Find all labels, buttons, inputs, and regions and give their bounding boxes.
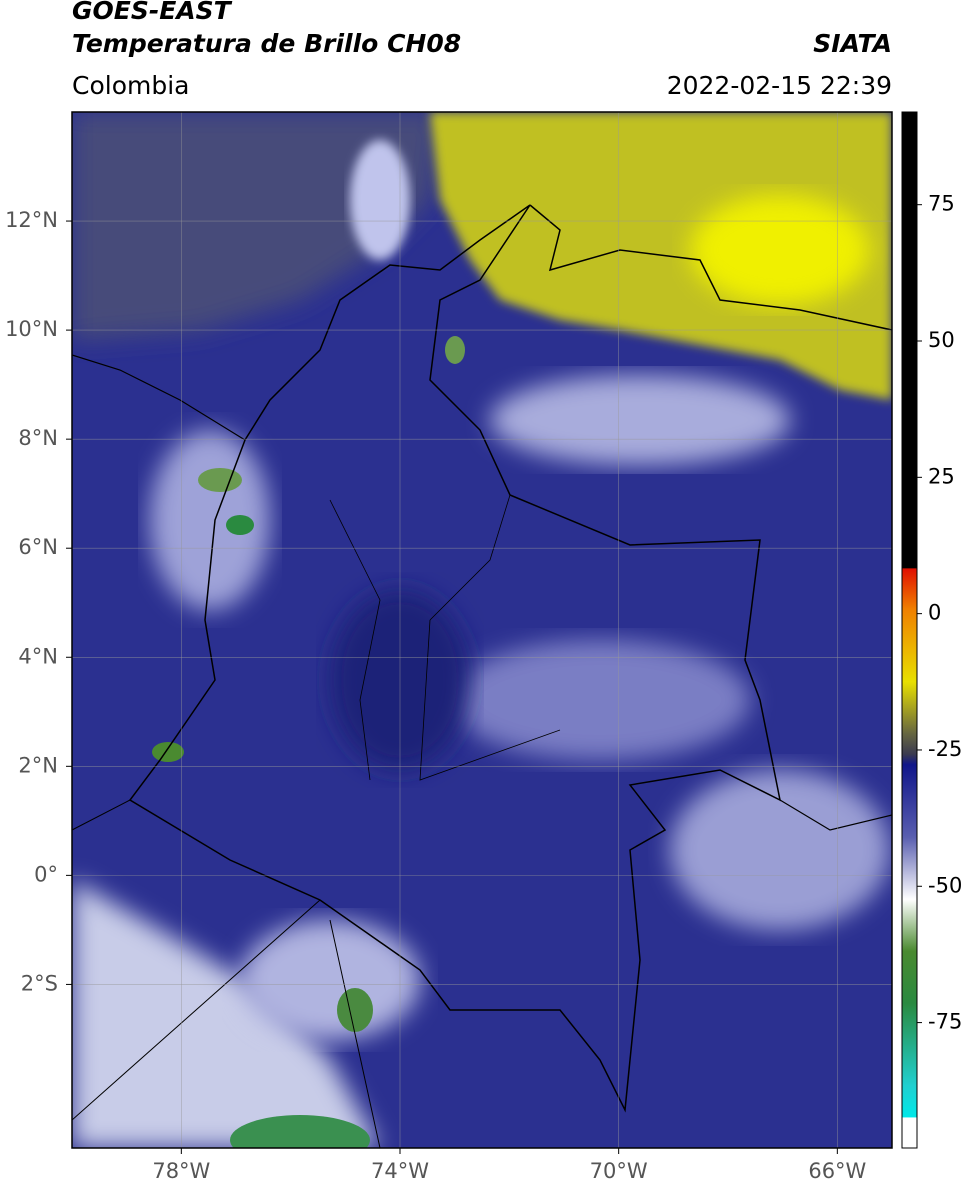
colorbar-tick-label: -50 (928, 873, 962, 897)
satellite-image (72, 112, 892, 1148)
x-tick-label: 78°W (152, 1159, 210, 1183)
y-tick-label: 6°N (18, 535, 58, 559)
y-tick-label: 0° (34, 862, 58, 886)
y-tick-label: 8°N (18, 426, 58, 450)
y-tick-label: 2°S (21, 971, 58, 995)
region: Colombia (72, 71, 189, 100)
colorbar-tick-label: -25 (928, 737, 962, 761)
title: GOES-EAST (72, 0, 233, 25)
datetime: 2022-02-15 22:39 (667, 71, 892, 100)
colorbar-tick-label: 0 (928, 601, 941, 625)
x-tick-label: 66°W (808, 1159, 866, 1183)
source: SIATA (813, 29, 892, 58)
y-tick-label: 12°N (5, 208, 58, 232)
colorbar-tick-label: 50 (928, 328, 955, 352)
map-frame (71, 111, 893, 1149)
y-tick-label: 10°N (5, 317, 58, 341)
y-tick-label: 2°N (18, 753, 58, 777)
colorbar-tick-label: 75 (928, 192, 955, 216)
graticule (72, 112, 892, 1148)
y-tick-label: 4°N (18, 644, 58, 668)
colorbar-tick-label: -75 (928, 1010, 962, 1034)
x-tick-label: 70°W (590, 1159, 648, 1183)
x-tick-label: 74°W (371, 1159, 429, 1183)
colorbar (901, 111, 918, 1149)
subtitle: Temperatura de Brillo CH08 (72, 29, 461, 58)
colorbar-tick-label: 25 (928, 464, 955, 488)
